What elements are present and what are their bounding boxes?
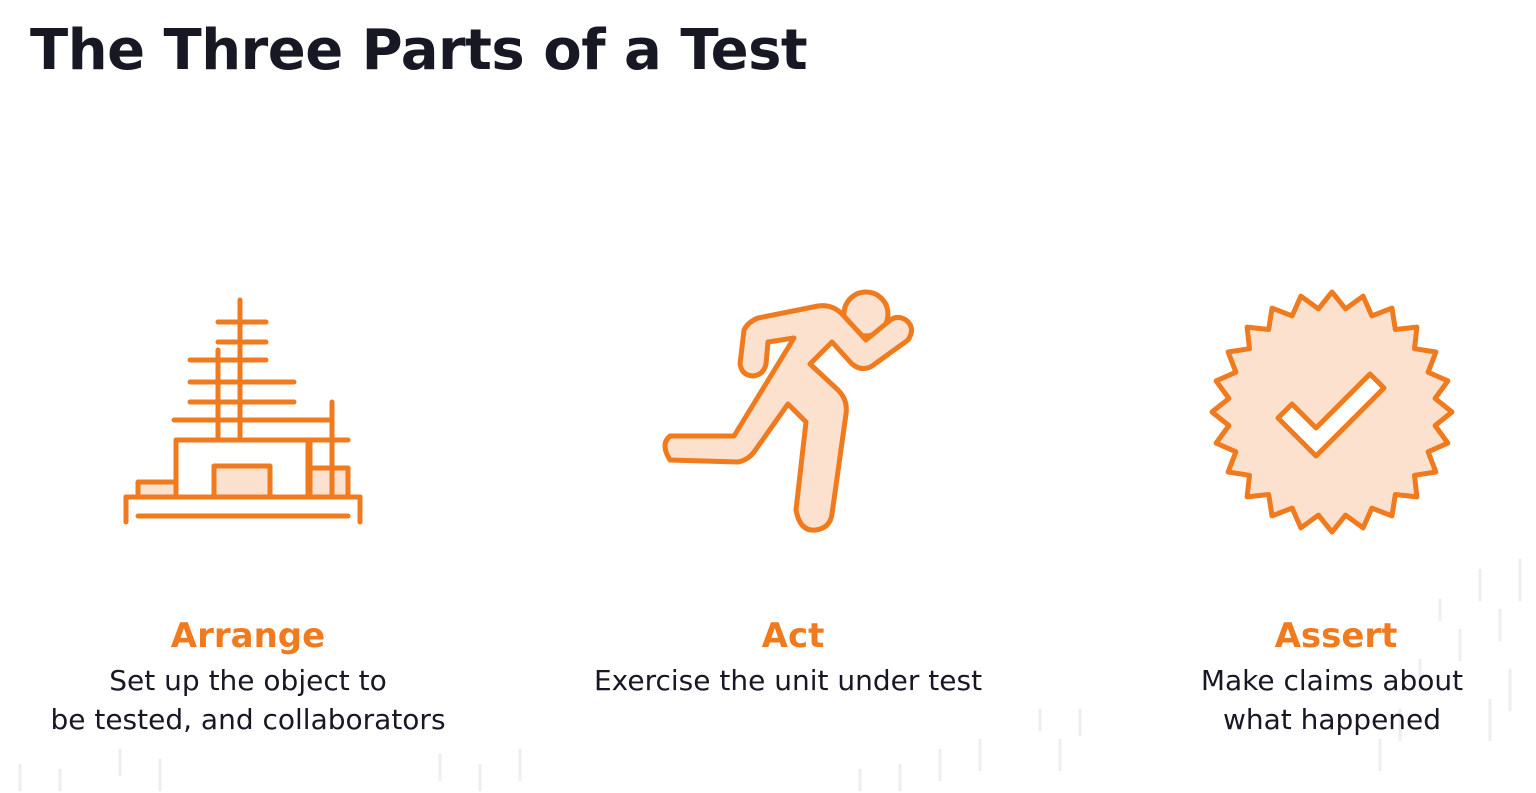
running-person-icon: [656, 284, 920, 540]
arrange-title: Arrange: [170, 616, 326, 656]
scaffold-building-icon: [118, 292, 368, 528]
slide-title: The Three Parts of a Test: [30, 18, 808, 83]
assert-title: Assert: [1274, 616, 1398, 656]
checkmark-badge-icon: [1208, 288, 1456, 536]
assert-description-line-1: Make claims about: [1200, 664, 1464, 697]
act-title: Act: [761, 616, 825, 656]
arrange-description-line-1: Set up the object to: [109, 664, 387, 697]
act-description-line-1: Exercise the unit under test: [593, 664, 983, 697]
assert-description: Make claims about what happened: [1112, 661, 1536, 739]
arrange-description: Set up the object to be tested, and coll…: [20, 661, 476, 739]
assert-description-line-2: what happened: [1222, 703, 1442, 736]
act-description: Exercise the unit under test: [548, 661, 1028, 700]
arrange-description-line-2: be tested, and collaborators: [50, 703, 446, 736]
